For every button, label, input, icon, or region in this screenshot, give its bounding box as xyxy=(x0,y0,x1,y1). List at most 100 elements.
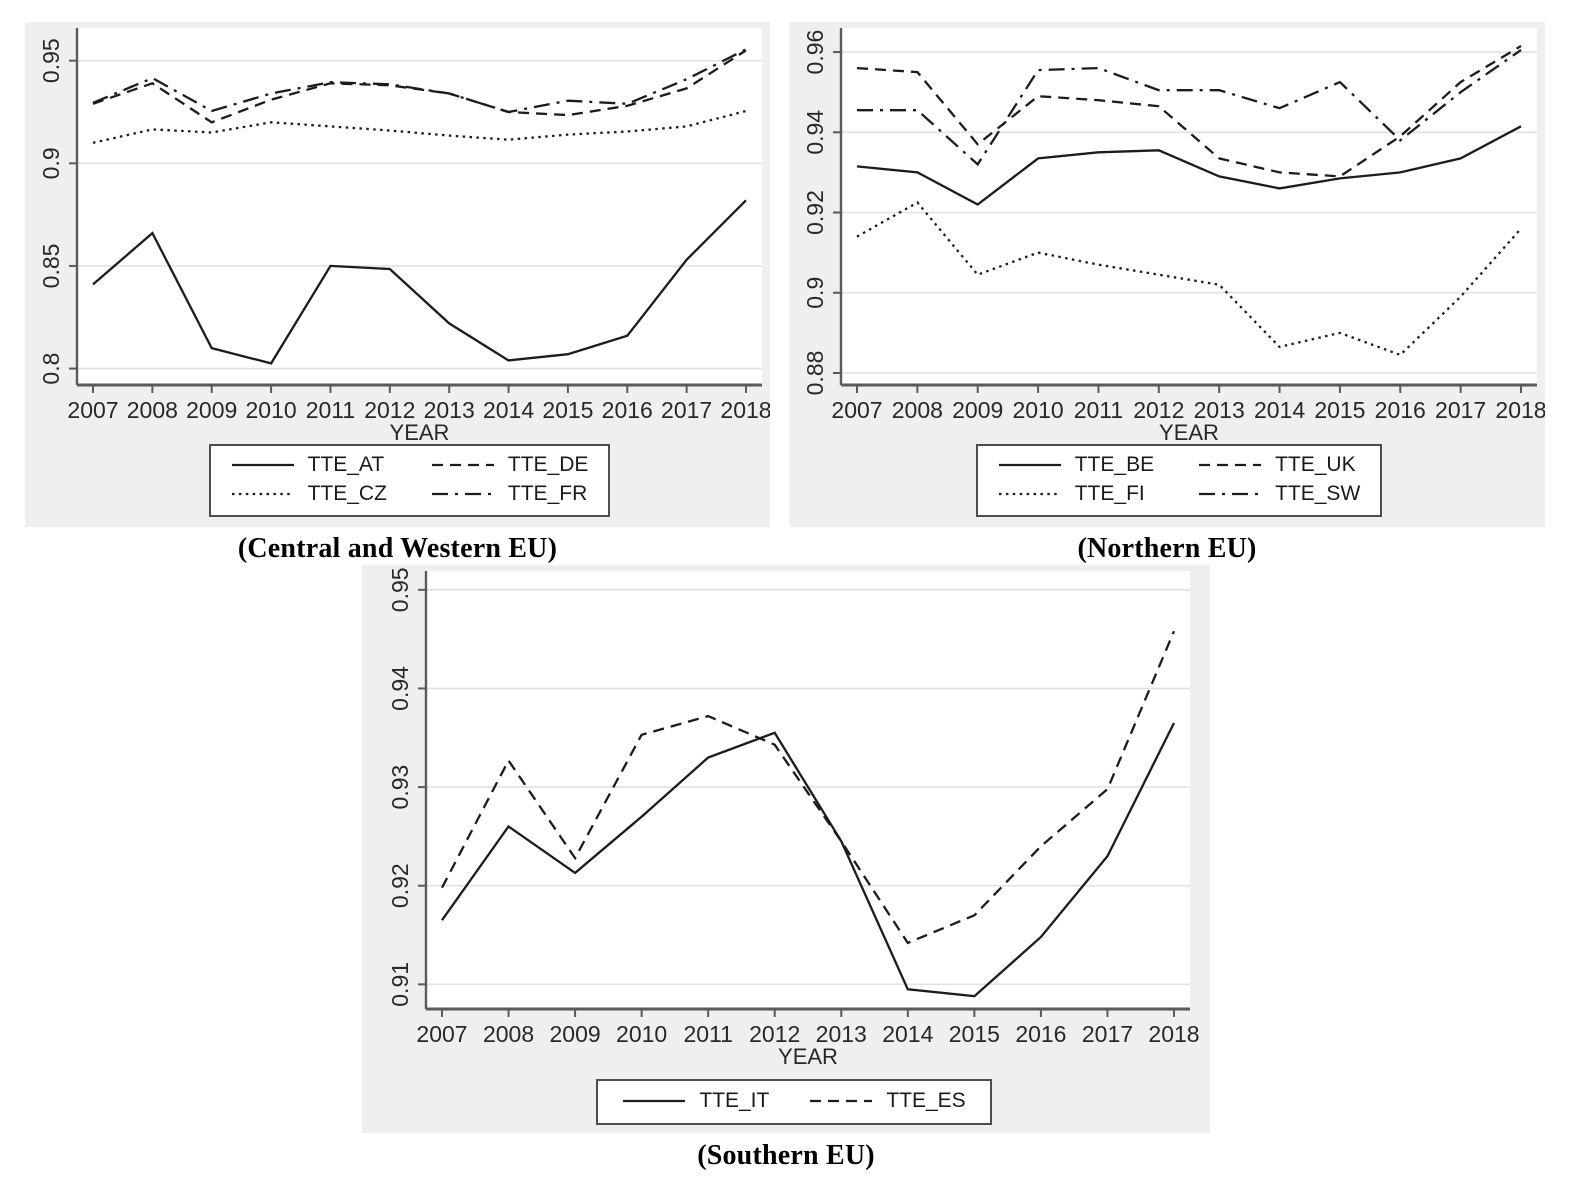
x-tick-label: 2014 xyxy=(483,397,534,423)
x-tick-label: 2012 xyxy=(749,1021,800,1047)
legend-item-TTE_ES: TTE_ES xyxy=(809,1089,966,1113)
panel-northern-eu: 0.88 0.9 0.92 0.94 0.96 2007 2008 2009 2010 2011 2… xyxy=(789,22,1545,527)
legend-series-label: TTE_DE xyxy=(507,453,589,476)
x-tick-label: 2011 xyxy=(1074,397,1123,423)
caption-central-western-eu: (Central and Western EU) xyxy=(237,533,558,564)
legend-item-TTE_IT: TTE_IT xyxy=(622,1089,769,1113)
x-axis-title: YEAR xyxy=(390,420,450,442)
legend-item-TTE_UK: TTE_UK xyxy=(1198,453,1360,477)
legend-northern-eu: TTE_BE TTE_UK TTE_FI TTE_SW xyxy=(975,444,1383,517)
x-tick-label: 2010 xyxy=(616,1021,667,1047)
legend-series-label: TTE_SW xyxy=(1275,482,1361,505)
y-tick-label: 0.92 xyxy=(387,863,413,908)
x-tick-label: 2007 xyxy=(67,397,118,423)
x-tick-label: 2008 xyxy=(892,397,943,423)
x-tick-label: 2018 xyxy=(1148,1021,1199,1047)
legend-item-TTE_FI: TTE_FI xyxy=(998,482,1154,506)
series-line-TTE_SW xyxy=(857,49,1522,167)
y-tick-label: 0.92 xyxy=(802,190,828,235)
y-tick-label: 0.85 xyxy=(38,244,64,289)
legend-series-label: TTE_CZ xyxy=(307,482,387,505)
chart-northern-eu: 0.88 0.9 0.92 0.94 0.96 2007 2008 2009 2010 2011 2… xyxy=(802,28,1545,442)
x-tick-label: 2007 xyxy=(416,1021,467,1047)
y-tick-label: 0.91 xyxy=(387,962,413,1007)
y-tick-label: 0.9 xyxy=(802,277,828,309)
legend-line-sample-solid xyxy=(623,1099,686,1103)
x-tick-label: 2013 xyxy=(816,1021,867,1047)
x-tick-label: 2009 xyxy=(550,1021,601,1047)
x-tick-label: 2017 xyxy=(1082,1021,1133,1047)
y-tick-label: 0.93 xyxy=(387,765,413,810)
y-tick-label: 0.94 xyxy=(387,666,413,711)
legend-item-TTE_FR: TTE_FR xyxy=(431,482,589,506)
legend-series-label: TTE_UK xyxy=(1275,453,1356,476)
series-line-TTE_AT xyxy=(92,199,747,365)
chart-southern-eu: 0.91 0.92 0.93 0.94 0.95 2007 2008 2009 2010 2011… xyxy=(387,567,1200,1069)
x-axis-title: YEAR xyxy=(1159,420,1219,442)
x-tick-label: 2009 xyxy=(186,397,237,423)
legend-southern-eu: TTE_IT TTE_ES xyxy=(596,1079,992,1125)
legend-series-label: TTE_BE xyxy=(1074,453,1155,476)
legend-item-TTE_DE: TTE_DE xyxy=(431,453,589,477)
x-tick-label: 2017 xyxy=(661,397,712,423)
caption-northern-eu: (Northern EU) xyxy=(1077,533,1257,564)
series-line-TTE_IT xyxy=(441,722,1176,998)
legend-line-sample-dashdot xyxy=(431,492,494,496)
legend-series-label: TTE_ES xyxy=(886,1089,966,1112)
y-tick-label: 0.9 xyxy=(38,147,64,179)
x-tick-label: 2013 xyxy=(424,397,475,423)
legend-line-sample-solid xyxy=(998,463,1061,467)
x-tick-label: 2015 xyxy=(542,397,593,423)
legend-item-TTE_SW: TTE_SW xyxy=(1198,482,1360,506)
legend-line-sample-dashed xyxy=(1199,463,1262,467)
x-tick-label: 2018 xyxy=(1495,397,1545,423)
plot-area xyxy=(426,571,1190,1009)
y-tick-label: 0.8 xyxy=(38,353,64,385)
y-tick-label: 0.96 xyxy=(802,30,828,75)
plot-area xyxy=(841,28,1537,385)
legend-series-label: TTE_FI xyxy=(1074,482,1145,505)
panel-central-western-eu: 0.8 0.85 0.9 0.95 2007 2008 2009 2010 2011 2012 20… xyxy=(25,22,770,527)
legend-line-sample-dotted xyxy=(231,492,294,496)
legend-series-label: TTE_IT xyxy=(699,1089,770,1112)
x-tick-label: 2011 xyxy=(683,1021,732,1047)
legend-series-label: TTE_FR xyxy=(507,482,588,505)
legend-item-TTE_BE: TTE_BE xyxy=(998,453,1154,477)
x-tick-label: 2017 xyxy=(1435,397,1486,423)
x-tick-label: 2014 xyxy=(1254,397,1305,423)
x-tick-label: 2016 xyxy=(1015,1021,1066,1047)
x-tick-label: 2011 xyxy=(306,397,355,423)
y-tick-label: 0.94 xyxy=(802,110,828,155)
x-tick-label: 2013 xyxy=(1194,397,1245,423)
x-tick-label: 2015 xyxy=(949,1021,1000,1047)
x-tick-label: 2018 xyxy=(720,397,770,423)
x-tick-label: 2008 xyxy=(483,1021,534,1047)
y-tick-label: 0.95 xyxy=(387,567,413,612)
legend-line-sample-solid xyxy=(231,463,294,467)
series-line-TTE_ES xyxy=(440,630,1176,945)
legend-line-sample-dotted xyxy=(998,492,1061,496)
x-tick-label: 2015 xyxy=(1314,397,1365,423)
caption-southern-eu: (Southern EU) xyxy=(697,1140,875,1171)
plot-area xyxy=(77,28,762,385)
x-tick-label: 2010 xyxy=(246,397,297,423)
series-line-TTE_FR xyxy=(92,48,747,114)
legend-series-label: TTE_AT xyxy=(307,453,385,476)
x-tick-label: 2016 xyxy=(602,397,653,423)
y-tick-label: 0.88 xyxy=(802,351,828,396)
legend-line-sample-dashed xyxy=(810,1099,873,1103)
x-tick-label: 2009 xyxy=(952,397,1003,423)
x-tick-label: 2012 xyxy=(1133,397,1184,423)
x-tick-label: 2014 xyxy=(882,1021,933,1047)
x-tick-label: 2010 xyxy=(1013,397,1064,423)
legend-line-sample-dashdot xyxy=(1199,492,1262,496)
x-tick-label: 2008 xyxy=(127,397,178,423)
legend-line-sample-dashed xyxy=(431,463,494,467)
x-tick-label: 2016 xyxy=(1375,397,1426,423)
x-tick-label: 2012 xyxy=(364,397,415,423)
legend-item-TTE_AT: TTE_AT xyxy=(231,453,387,477)
series-line-TTE_FI xyxy=(856,201,1522,357)
chart-central-western-eu: 0.8 0.85 0.9 0.95 2007 2008 2009 2010 2011 2012 20… xyxy=(38,28,770,442)
x-tick-label: 2007 xyxy=(831,397,882,423)
panel-southern-eu: 0.91 0.92 0.93 0.94 0.95 2007 2008 2009 2010 2011… xyxy=(362,565,1210,1133)
